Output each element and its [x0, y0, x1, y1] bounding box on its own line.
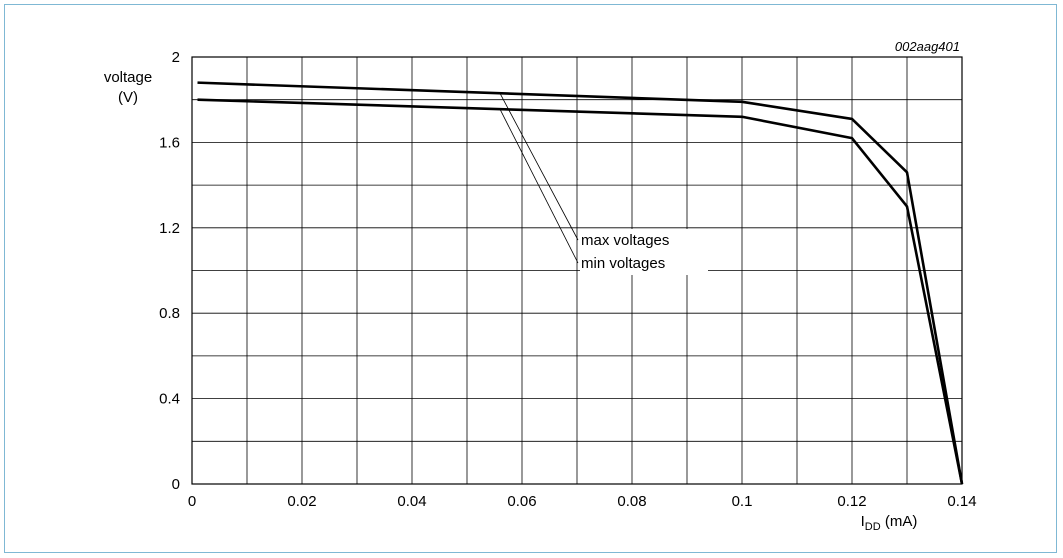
annotation-label: max voltages: [581, 232, 669, 249]
y-tick-label: 2: [172, 49, 180, 66]
x-tick-label: 0.04: [397, 493, 426, 510]
series-lines: [197, 81, 964, 485]
y-axis-label: voltage: [104, 69, 152, 86]
y-tick-labels: 0 0.4 0.8 1.2 1.6 2: [159, 49, 180, 493]
x-tick-label: 0.02: [287, 493, 316, 510]
y-axis-unit: (V): [118, 89, 138, 106]
grid: [192, 57, 962, 484]
x-tick-label: 0: [188, 493, 196, 510]
x-tick-label: 0.14: [947, 493, 976, 510]
x-tick-label: 0.08: [617, 493, 646, 510]
annotation-leader-line: [499, 93, 579, 241]
x-axis-label: IDD (mA): [861, 513, 918, 533]
y-tick-label: 1.6: [159, 134, 180, 151]
x-tick-label: 0.06: [507, 493, 536, 510]
x-tick-label: 0.12: [837, 493, 866, 510]
annotation-leader-line: [499, 109, 579, 264]
x-axis-label-unit: (mA): [881, 513, 918, 530]
x-axis-label-main: I: [861, 513, 865, 530]
annotation-background: [580, 229, 708, 275]
x-tick-labels: 0 0.02 0.04 0.06 0.08 0.1 0.12 0.14: [188, 493, 977, 510]
annotation-labels: max voltages min voltages: [581, 232, 669, 272]
plot-border: [191, 56, 963, 485]
x-tick-label: 0.1: [732, 493, 753, 510]
y-tick-label: 0: [172, 476, 180, 493]
figure-id: 002aag401: [895, 39, 960, 54]
x-axis-label-subscript: DD: [865, 521, 881, 533]
annotation-label: min voltages: [581, 255, 665, 272]
series-line: [197, 81, 964, 485]
y-tick-label: 0.4: [159, 391, 180, 408]
series-line: [197, 98, 964, 485]
y-tick-label: 1.2: [159, 220, 180, 237]
y-tick-label: 0.8: [159, 305, 180, 322]
annotation-leaders: [499, 93, 579, 264]
